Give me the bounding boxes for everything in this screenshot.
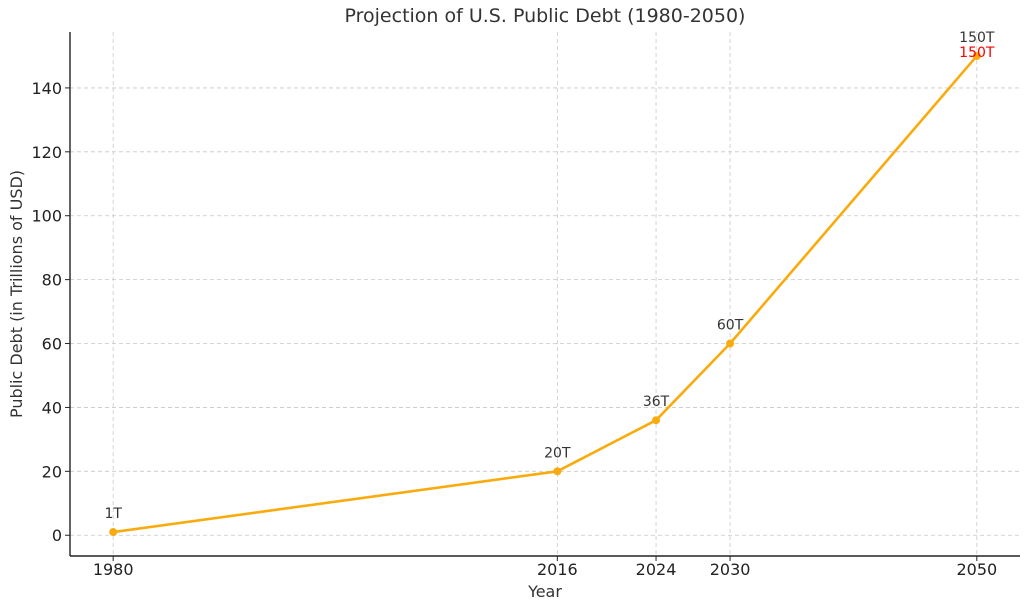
x-tick-label: 2030 [710,560,751,579]
annotation-label: 150T [959,45,995,61]
y-tick-label: 60 [42,335,62,354]
y-tick-label: 140 [31,79,62,98]
x-tick-label: 2050 [956,560,997,579]
y-tick-label: 100 [31,207,62,226]
y-tick-label: 0 [52,526,62,545]
data-label: 36T [643,394,670,410]
data-point [652,416,661,425]
data-label: 1T [104,506,122,522]
chart-title: Projection of U.S. Public Debt (1980-205… [345,5,746,27]
x-tick-label: 2016 [537,560,578,579]
x-axis-label: Year [527,582,562,601]
data-point [726,339,735,348]
data-point [553,467,562,476]
data-point [972,51,981,60]
data-label: 20T [544,445,571,461]
y-tick-label: 20 [42,462,62,481]
data-label: 150T [959,30,995,46]
series-layer [109,51,981,537]
x-tick-label: 2024 [636,560,677,579]
x-tick-label: 1980 [93,560,134,579]
y-axis-ticks: 0 20 40 60 80 100 120 140 [31,79,70,545]
grid-lines [70,32,1020,556]
y-tick-label: 40 [42,398,62,417]
x-axis-ticks: 1980 2016 2024 2030 2050 [93,556,997,579]
y-tick-label: 80 [42,271,62,290]
data-label: 60T [717,318,744,334]
data-point [109,528,118,537]
y-axis-label: Public Debt (in Trillions of USD) [7,170,26,418]
y-tick-label: 120 [31,143,62,162]
